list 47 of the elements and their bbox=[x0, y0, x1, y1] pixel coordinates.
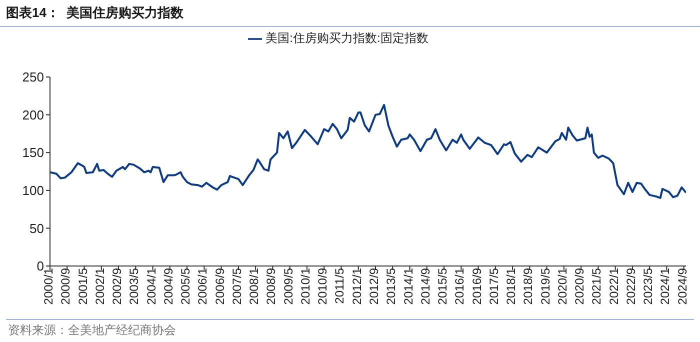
x-tick-label: 2020/1 bbox=[555, 268, 570, 305]
x-tick-label: 2001/5 bbox=[76, 268, 90, 305]
y-tick-label: 50 bbox=[30, 220, 44, 236]
y-tick-label: 200 bbox=[22, 107, 44, 122]
chart-title: 图表14： 美国住房购买力指数 bbox=[6, 4, 184, 22]
x-tick-label: 2005/5 bbox=[178, 268, 193, 305]
x-tick-label: 2018/1 bbox=[504, 268, 518, 305]
x-tick-label: 2016/1 bbox=[452, 268, 467, 305]
x-tick-label: 2004/1 bbox=[144, 268, 158, 305]
x-tick-label: 2008/9 bbox=[264, 268, 278, 305]
x-tick-label: 2006/1 bbox=[196, 268, 210, 305]
line-series bbox=[50, 104, 686, 199]
x-tick-label: 2024/1 bbox=[658, 268, 672, 305]
x-tick-label: 2024/9 bbox=[675, 268, 690, 305]
x-tick-label: 2009/5 bbox=[281, 268, 296, 305]
x-tick-label: 2012/9 bbox=[367, 268, 382, 305]
text: 资料来源：全美地产经纪商协会 bbox=[8, 322, 176, 339]
x-tick-label: 2010/9 bbox=[316, 268, 330, 305]
x-tick-label: 2018/9 bbox=[521, 268, 536, 305]
y-tick-label: 250 bbox=[22, 70, 44, 85]
x-tick-label: 2019/5 bbox=[538, 268, 552, 305]
x-tick-label: 2021/5 bbox=[590, 268, 604, 305]
x-tick-label: 2017/5 bbox=[486, 268, 501, 305]
x-tick-label: 2022/1 bbox=[606, 268, 621, 305]
x-tick-label: 2020/9 bbox=[572, 268, 587, 305]
x-tick-label: 2002/1 bbox=[92, 268, 107, 305]
x-tick-label: 2010/1 bbox=[298, 268, 312, 305]
x-tick-label: 2003/5 bbox=[127, 268, 142, 305]
y-tick-label: 100 bbox=[22, 183, 44, 198]
x-tick-label: 2000/9 bbox=[58, 268, 73, 305]
x-tick-label: 2002/9 bbox=[110, 268, 124, 305]
x-tick-label: 2014/1 bbox=[401, 268, 416, 305]
y-tick-label: 150 bbox=[22, 145, 44, 160]
x-tick-label: 2012/1 bbox=[350, 268, 364, 305]
x-tick-label: 2004/9 bbox=[161, 268, 176, 305]
y-tick-label: 0 bbox=[36, 258, 44, 274]
x-tick-label: 2016/9 bbox=[470, 268, 484, 305]
x-tick-label: 2014/9 bbox=[418, 268, 432, 305]
x-tick-label: 2013/5 bbox=[384, 268, 398, 305]
x-tick-label: 2015/5 bbox=[436, 268, 450, 305]
x-tick-label: 2022/9 bbox=[624, 268, 638, 305]
x-tick-label: 2011/5 bbox=[332, 268, 347, 304]
x-tick-label: 2008/1 bbox=[247, 268, 262, 305]
legend-label: 美国:住房购买力指数:固定指数 bbox=[266, 31, 428, 45]
x-tick-label: 2023/5 bbox=[641, 268, 656, 305]
x-tick-label: 2006/9 bbox=[212, 268, 227, 305]
x-tick-label: 2007/5 bbox=[230, 268, 244, 305]
